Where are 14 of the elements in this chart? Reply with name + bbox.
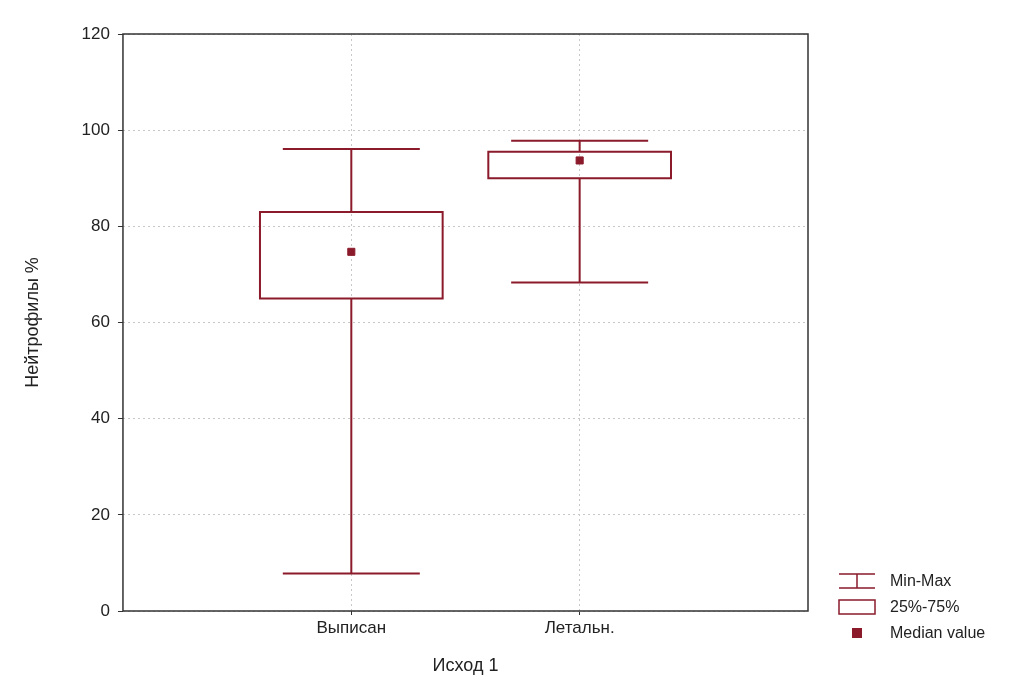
y-tick-label: 80 bbox=[91, 216, 110, 236]
x-tick-label: Выписан bbox=[316, 617, 387, 637]
y-tick-label: 100 bbox=[81, 119, 110, 139]
y-tick-label: 60 bbox=[91, 312, 110, 332]
y-axis-title: Нейтрофилы % bbox=[21, 257, 42, 388]
y-tick-label: 20 bbox=[91, 504, 110, 524]
text: 25%-75% bbox=[890, 598, 960, 616]
y-tick-label: 120 bbox=[81, 23, 110, 43]
text: Min-Max bbox=[890, 572, 952, 590]
y-tick-label: 0 bbox=[100, 600, 110, 620]
x-axis-title: Исход 1 bbox=[432, 655, 499, 676]
y-tick-label: 40 bbox=[91, 408, 110, 428]
text: Median value bbox=[890, 624, 986, 642]
x-tick-label: Летальн. bbox=[544, 617, 615, 637]
